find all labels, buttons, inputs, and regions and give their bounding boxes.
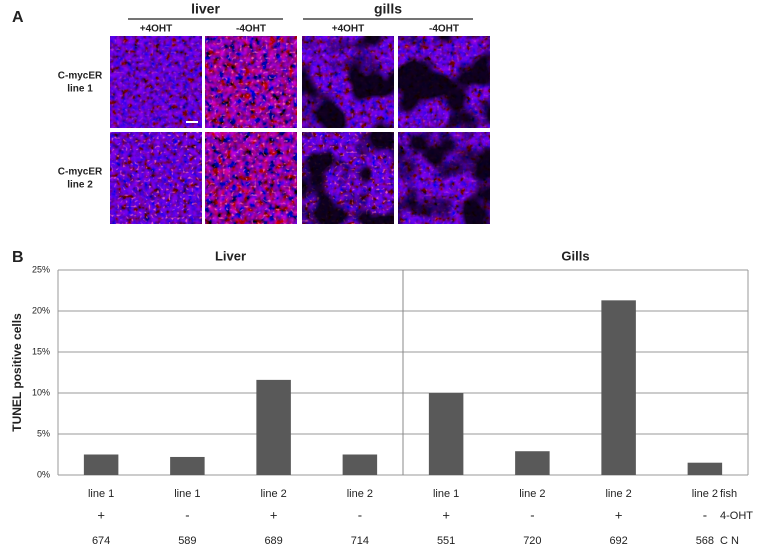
bar	[687, 462, 723, 475]
row-title: C N	[720, 535, 739, 547]
micrograph-dark	[398, 36, 490, 128]
treatment-label: -	[185, 507, 189, 522]
group-title: Liver	[215, 248, 246, 263]
micrograph-signal	[110, 36, 202, 128]
micrograph-dark	[302, 132, 394, 224]
column-header: -4OHT	[429, 24, 459, 35]
cell-count: 568	[696, 535, 714, 547]
column-header: +4OHT	[140, 24, 173, 35]
panel-label: B	[12, 249, 24, 266]
row-label: C-mycER	[58, 71, 103, 82]
y-tick-label: 15%	[32, 346, 50, 356]
y-tick-label: 0%	[37, 469, 50, 479]
micrograph	[110, 132, 202, 224]
micrograph	[205, 36, 297, 128]
cell-count: 589	[178, 535, 196, 547]
treatment-label: +	[270, 507, 278, 522]
x-category-label: line 1	[433, 488, 459, 500]
row-title: 4-OHT	[720, 510, 753, 522]
micrograph-dark	[302, 36, 394, 128]
y-tick-label: 10%	[32, 387, 50, 397]
column-header: +4OHT	[332, 24, 365, 35]
group-title: gills	[374, 1, 402, 17]
panel-a: A liver +4OHT -4OHT gills +4OHT -4OHT C-mycER l…	[12, 1, 490, 224]
panel-b: B TUNEL positive cells 0% 5% 10% 15% 20% 25% Li…	[10, 248, 753, 546]
bar	[601, 300, 636, 475]
micrograph-dark	[398, 132, 490, 224]
y-tick-label: 20%	[32, 305, 50, 315]
treatment-label: +	[615, 507, 623, 522]
cell-count: 720	[523, 535, 541, 547]
bar	[342, 454, 378, 475]
micrograph	[302, 36, 394, 128]
x-category-label: line 2	[519, 488, 545, 500]
row-title: fish	[720, 488, 737, 500]
bar	[83, 454, 119, 475]
cell-count: 692	[609, 535, 627, 547]
cell-count: 689	[264, 535, 282, 547]
x-category-label: line 2	[347, 488, 373, 500]
cell-count: 674	[92, 535, 110, 547]
bar	[428, 393, 464, 475]
cell-count: 714	[351, 535, 369, 547]
y-tick-label: 25%	[32, 264, 50, 274]
row-label: C-mycER	[58, 167, 103, 178]
treatment-label: +	[97, 507, 105, 522]
micrograph-signal	[205, 36, 297, 128]
row-label: line 1	[67, 84, 93, 95]
group-title: liver	[191, 1, 220, 17]
micrograph-signal	[110, 132, 202, 224]
treatment-label: -	[530, 507, 534, 522]
bar	[170, 456, 205, 475]
column-header: -4OHT	[236, 24, 266, 35]
micrograph	[110, 36, 202, 128]
x-category-label: line 2	[605, 488, 631, 500]
row-label: line 2	[67, 180, 93, 191]
panel-label: A	[12, 9, 24, 26]
x-category-label: line 2	[260, 488, 286, 500]
cell-count: 551	[437, 535, 455, 547]
micrograph	[205, 132, 297, 224]
treatment-label: -	[358, 507, 362, 522]
treatment-label: +	[442, 507, 450, 522]
micrograph	[398, 132, 490, 224]
x-category-label: line 1	[174, 488, 200, 500]
y-axis-label: TUNEL positive cells	[10, 313, 24, 432]
group-title: Gills	[561, 248, 589, 263]
micrograph	[302, 132, 394, 224]
x-category-label: line 1	[88, 488, 114, 500]
bar	[515, 451, 550, 475]
bar	[256, 379, 291, 475]
y-tick-label: 5%	[37, 428, 50, 438]
x-category-label: line 2	[692, 488, 718, 500]
micrograph-signal	[205, 132, 297, 224]
treatment-label: -	[703, 507, 707, 522]
micrograph	[398, 36, 490, 128]
